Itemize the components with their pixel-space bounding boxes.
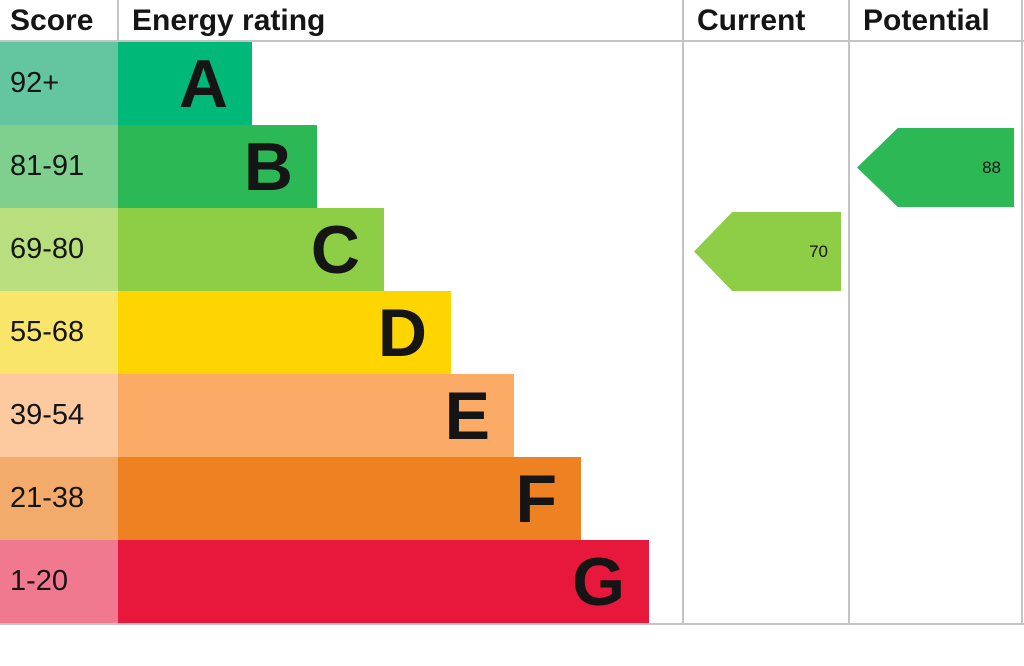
band-score-range: 92+: [0, 42, 118, 125]
band-row-d: 55-68 D: [0, 291, 451, 374]
band-bar: B: [118, 125, 317, 208]
band-row-a: 92+ A: [0, 42, 252, 125]
band-score-range: 21-38: [0, 457, 118, 540]
header-divider-line: [0, 40, 1024, 42]
band-bar: C: [118, 208, 384, 291]
band-bar: D: [118, 291, 451, 374]
band-row-g: 1-20 G: [0, 540, 649, 623]
band-letter: E: [444, 377, 490, 454]
band-bar: F: [118, 457, 581, 540]
band-letter: F: [515, 460, 557, 537]
band-score-range: 39-54: [0, 374, 118, 457]
band-row-f: 21-38 F: [0, 457, 581, 540]
potential-rating-value: 88: [982, 157, 1001, 177]
band-letter: D: [377, 294, 427, 371]
energy-rating-header: Energy rating: [132, 4, 326, 37]
band-score-range: 1-20: [0, 540, 118, 623]
current-column-divider-line: [682, 0, 684, 625]
band-letter: A: [178, 45, 228, 122]
current-header: Current: [697, 4, 806, 37]
score-column-divider-line: [117, 0, 119, 41]
potential-header: Potential: [863, 4, 990, 37]
band-score-range: 69-80: [0, 208, 118, 291]
current-rating-arrow: 70: [694, 212, 841, 291]
band-letter: G: [572, 543, 625, 620]
potential-column-divider-line: [848, 0, 850, 625]
band-score-range: 55-68: [0, 291, 118, 374]
band-row-e: 39-54 E: [0, 374, 514, 457]
current-rating-value: 70: [809, 241, 828, 261]
band-row-c: 69-80 C: [0, 208, 384, 291]
band-bar: E: [118, 374, 514, 457]
band-letter: B: [243, 128, 293, 205]
band-score-range: 81-91: [0, 125, 118, 208]
band-bar: A: [118, 42, 252, 125]
band-letter: C: [310, 211, 360, 288]
score-header: Score: [10, 4, 94, 37]
band-bar: G: [118, 540, 649, 623]
right-border-line: [1021, 0, 1023, 625]
band-row-b: 81-91 B: [0, 125, 317, 208]
bottom-border-line: [0, 623, 1024, 625]
potential-rating-arrow: 88: [857, 128, 1014, 207]
